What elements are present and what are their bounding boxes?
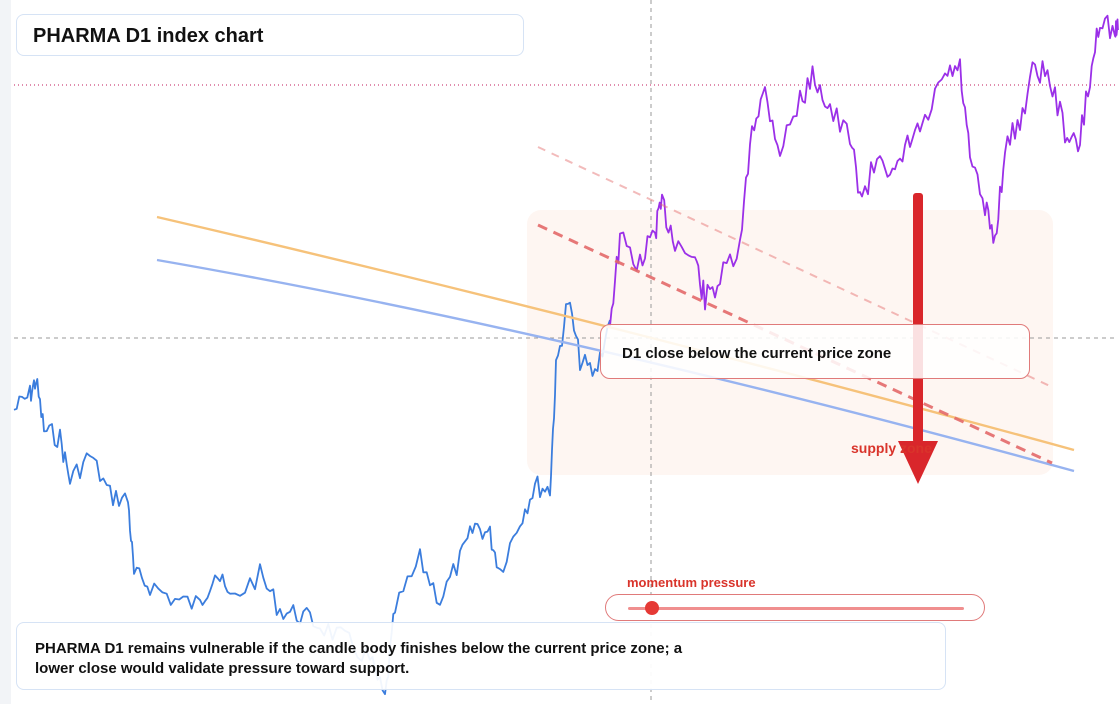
moving-average-blue	[156, 258, 1075, 473]
caption-text: PHARMA D1 remains vulnerable if the cand…	[35, 640, 683, 677]
chart-title: PHARMA D1 index chart	[33, 25, 264, 47]
price-zone-callout-text: D1 close below the current price zone	[622, 345, 892, 362]
overlay-layer	[156, 146, 1075, 484]
chart-title-box: PHARMA D1 index chart	[16, 14, 524, 56]
down-arrow-head	[898, 441, 938, 484]
price-zone-callout: D1 close below the current price zone	[600, 324, 1030, 379]
price-line-late	[609, 14, 1119, 327]
momentum-label: momentum pressure	[627, 575, 756, 590]
supply-zone-label: supply zone	[851, 440, 932, 456]
momentum-meter	[605, 594, 985, 621]
momentum-knob	[644, 601, 659, 615]
momentum-track	[628, 607, 964, 610]
down-arrow-shaft	[913, 193, 923, 443]
left-axis-strip	[0, 0, 11, 704]
trendline-lower	[537, 223, 1053, 465]
caption-box: PHARMA D1 remains vulnerable if the cand…	[16, 622, 946, 690]
